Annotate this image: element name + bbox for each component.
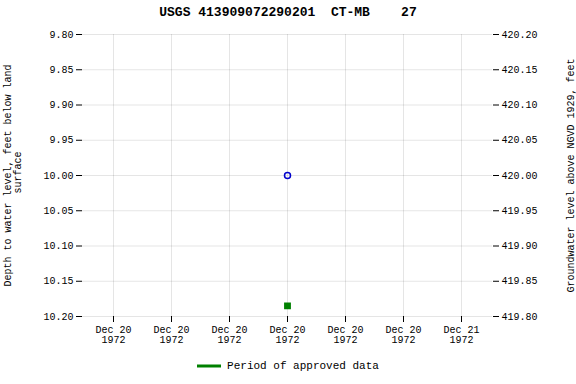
svg-text:9.95: 9.95 — [49, 135, 73, 146]
svg-text:Dec 201972: Dec 201972 — [385, 325, 421, 346]
svg-text:420.05: 420.05 — [502, 135, 538, 146]
svg-text:Dec 201972: Dec 201972 — [153, 325, 189, 346]
svg-text:419.80: 419.80 — [502, 312, 538, 323]
svg-text:419.85: 419.85 — [502, 276, 538, 287]
svg-text:419.95: 419.95 — [502, 206, 538, 217]
svg-text:Dec 201972: Dec 201972 — [327, 325, 363, 346]
svg-text:9.90: 9.90 — [49, 100, 73, 111]
svg-text:10.10: 10.10 — [43, 241, 73, 252]
html-text:USGS 413909072290201 CT-MB 27: USGS 413909072290201 CT-MB 27 — [159, 5, 417, 20]
svg-text:Dec 201972: Dec 201972 — [211, 325, 247, 346]
svg-text:9.85: 9.85 — [49, 65, 73, 76]
svg-text:10.00: 10.00 — [43, 171, 73, 182]
svg-text:419.90: 419.90 — [502, 241, 538, 252]
svg-text:10.15: 10.15 — [43, 276, 73, 287]
svg-text:420.00: 420.00 — [502, 171, 538, 182]
svg-text:420.10: 420.10 — [502, 100, 538, 111]
svg-text:420.20: 420.20 — [502, 30, 538, 41]
svg-text:Dec 211972: Dec 211972 — [443, 325, 479, 346]
svg-text:9.80: 9.80 — [49, 30, 73, 41]
svg-text:420.15: 420.15 — [502, 65, 538, 76]
svg-text:Groundwater level above NGVD 1: Groundwater level above NGVD 1929, feet — [566, 58, 576, 292]
svg-text:10.05: 10.05 — [43, 206, 73, 217]
svg-text:Dec 201972: Dec 201972 — [95, 325, 131, 346]
html-text:Period of approved data: Period of approved data — [227, 360, 379, 372]
svg-text:Depth to water level, feet bel: Depth to water level, feet below land su… — [3, 64, 24, 286]
svg-text:10.20: 10.20 — [43, 312, 73, 323]
svg-text:Dec 201972: Dec 201972 — [269, 325, 305, 346]
